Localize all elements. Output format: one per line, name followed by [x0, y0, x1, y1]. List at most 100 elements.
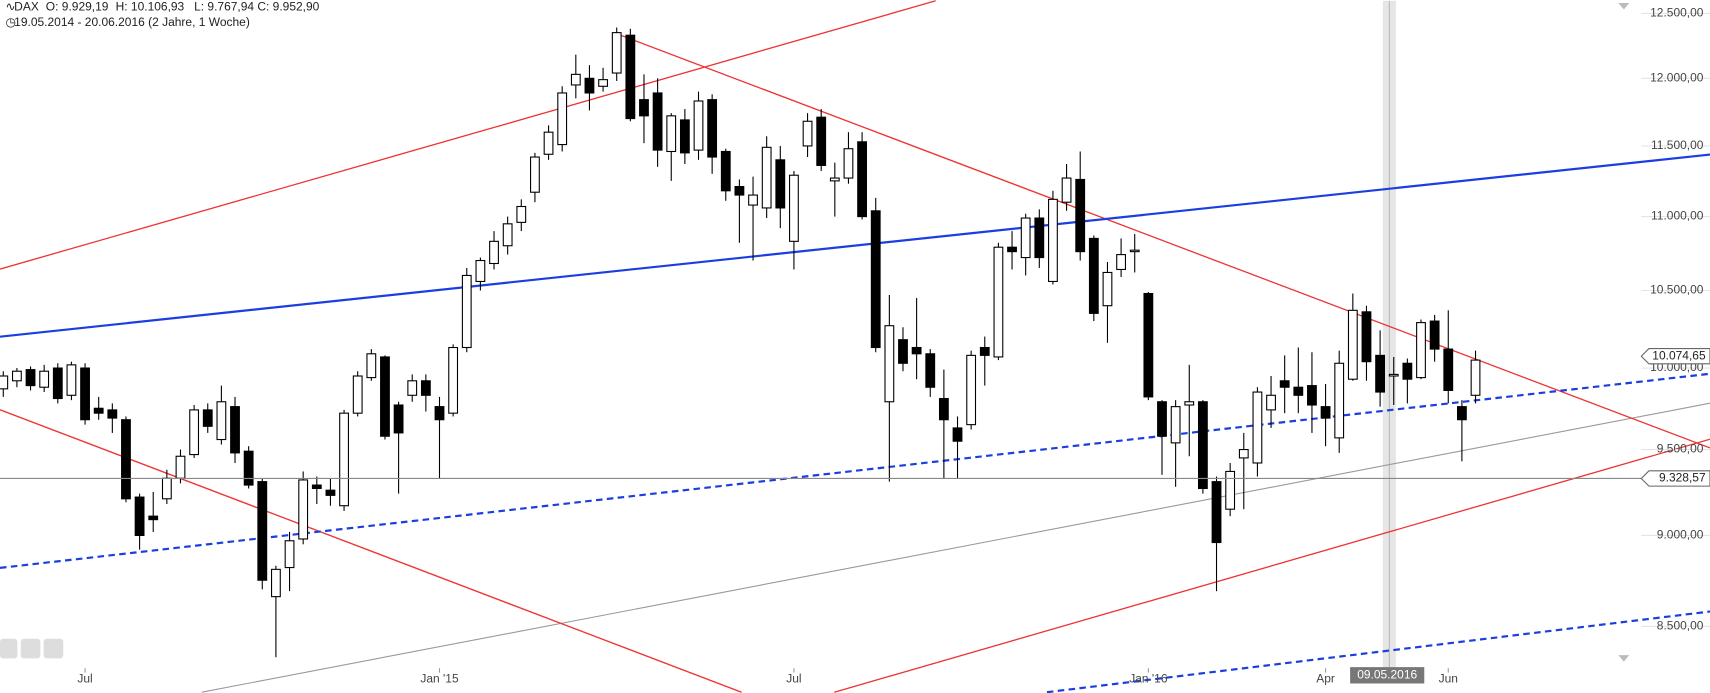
candle-body: [884, 325, 895, 403]
candle-body: [1266, 394, 1276, 411]
header-icon: ∿: [5, 0, 15, 14]
candle-body: [189, 409, 200, 456]
candle-body: [543, 131, 554, 155]
x-tick-label: Jul: [77, 671, 92, 685]
candle-body: [843, 148, 854, 179]
candle-body: [720, 150, 731, 192]
candle-body: [816, 116, 827, 166]
candle-body: [938, 397, 949, 421]
x-tick-label: Jan '15: [420, 671, 459, 685]
candle-body: [366, 353, 377, 379]
candle-body: [898, 339, 908, 364]
candle-body: [1307, 385, 1317, 406]
candle-body: [80, 367, 90, 421]
trend-line: [0, 153, 1710, 338]
candle-body: [857, 141, 867, 218]
candle-body: [298, 479, 309, 540]
candle-body: [1443, 348, 1454, 391]
control-button[interactable]: [20, 638, 41, 659]
candle-body: [1116, 254, 1127, 271]
candle-body: [1429, 320, 1440, 350]
candle-body: [530, 156, 540, 193]
trend-line: [834, 438, 1710, 693]
candle-body: [380, 356, 390, 437]
candle-body: [870, 210, 881, 349]
candle-body: [448, 346, 459, 414]
candle-body: [1170, 406, 1181, 444]
candle-body: [666, 115, 677, 153]
control-button[interactable]: [43, 638, 64, 659]
summary: O: 9.929,19: [46, 0, 109, 14]
cursor-date: 09.05.2016: [1357, 667, 1417, 681]
candle-body: [1102, 271, 1113, 307]
candle-body: [1184, 401, 1195, 406]
summary: H: 10.106,93: [116, 0, 185, 14]
candle-body: [652, 92, 663, 151]
candle-body: [216, 401, 227, 441]
candle-body: [775, 159, 786, 209]
candle-body: [243, 450, 254, 486]
candle-body: [134, 496, 145, 537]
candle-body: [911, 346, 922, 355]
trend-line: [0, 372, 1710, 569]
cursor-date-box: [1350, 667, 1425, 684]
trend-line: [0, 409, 742, 693]
candle-body: [121, 419, 131, 500]
candle-body: [1238, 448, 1249, 459]
candle-body: [161, 477, 172, 500]
y-tick-label: 11.500,00: [1651, 138, 1704, 152]
candle-body: [1416, 322, 1426, 379]
candle-body: [407, 380, 418, 396]
candle-body: [475, 259, 486, 282]
control-button[interactable]: [0, 638, 18, 659]
candle-body: [748, 194, 758, 206]
clock-icon: ◷: [5, 15, 15, 29]
candle-body: [1088, 237, 1099, 314]
candle-body: [1007, 246, 1017, 253]
candle-body: [1197, 401, 1208, 490]
candle-body: [66, 364, 77, 396]
candle-body: [93, 407, 104, 414]
candle-body: [1361, 311, 1372, 363]
x-tick-label: Apr: [1316, 671, 1335, 685]
candle-body: [393, 404, 404, 434]
y-tick-label: 10.500,00: [1650, 283, 1704, 297]
candle-body: [1252, 391, 1263, 464]
x-tick-label: Jul: [786, 671, 801, 685]
candle-body: [1061, 177, 1072, 203]
candle-body: [1375, 354, 1386, 393]
candle-body: [639, 99, 649, 117]
candle-body: [1129, 249, 1140, 253]
candle-body: [325, 489, 336, 496]
candle-body: [679, 119, 690, 154]
scroll-up[interactable]: [1618, 2, 1630, 10]
candle-body: [420, 380, 431, 396]
candle-body: [1075, 178, 1086, 253]
y-tick-label: 9.500,00: [1657, 442, 1704, 456]
candle-body: [993, 246, 1004, 358]
candle-body: [761, 146, 772, 209]
summary: C: 9.952,90: [257, 0, 319, 14]
trend-line: [201, 402, 1710, 693]
candle-body: [598, 79, 608, 87]
candle-body: [271, 568, 281, 598]
candle-body: [311, 484, 322, 490]
x-tick-label: Jun: [1439, 671, 1458, 685]
scroll-down[interactable]: [1618, 655, 1630, 662]
candle-body: [1470, 359, 1481, 396]
candle-body: [352, 375, 363, 414]
price-label: 9.328,57: [1659, 471, 1706, 485]
summary: L: 9.767,94: [194, 0, 254, 14]
candle-body: [0, 375, 9, 390]
controls[interactable]: [0, 638, 64, 659]
candle-body: [489, 240, 499, 265]
chart-title: DAX: [14, 0, 39, 14]
price-tag: [1640, 348, 1710, 365]
candle-body: [52, 367, 63, 400]
candle-body: [1293, 386, 1304, 396]
candle-body: [966, 354, 977, 426]
candle-body: [925, 353, 936, 388]
candle-body: [25, 369, 36, 387]
candle-body: [1020, 217, 1031, 259]
